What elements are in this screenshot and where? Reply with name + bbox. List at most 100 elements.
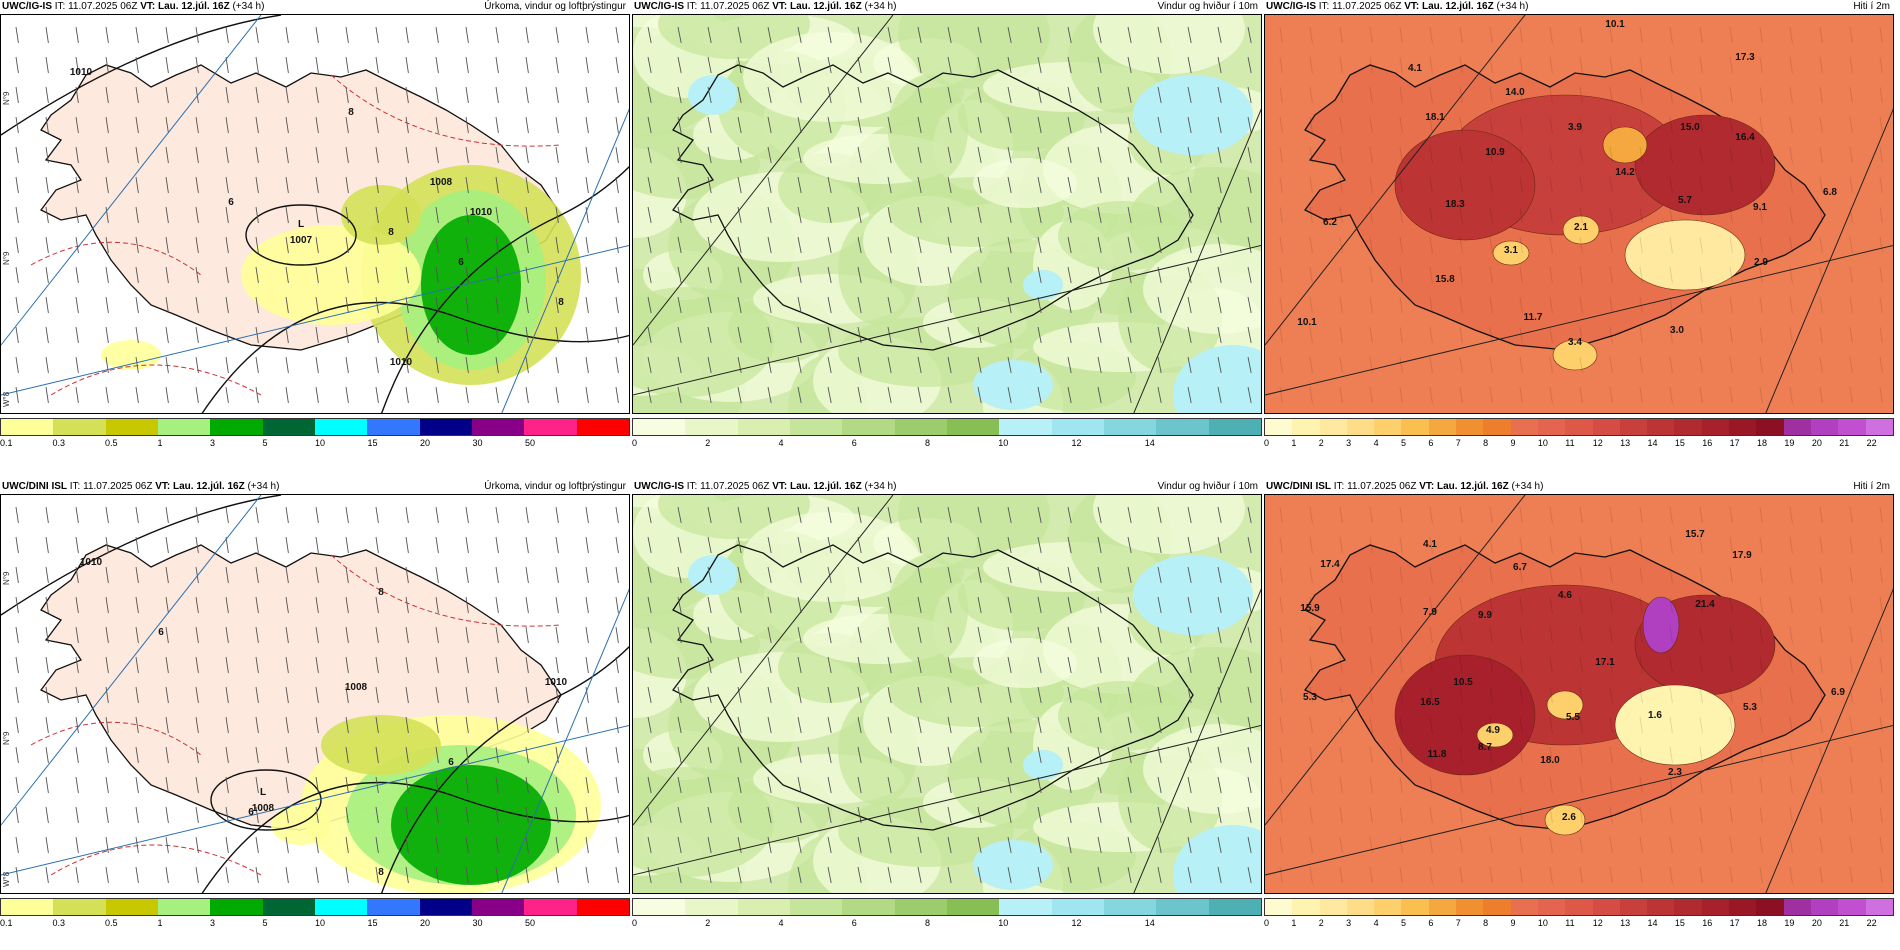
wind-barb	[1519, 716, 1523, 734]
wind-arrow	[1217, 746, 1222, 764]
wind-barb	[525, 686, 529, 704]
wind-arrow	[917, 86, 922, 104]
wind-arrow	[767, 26, 772, 44]
map-area[interactable]: L 1008 1010 1008 1010 8 6 6 6 8 N°9 N°9 W°8	[0, 494, 630, 894]
map-area[interactable]	[632, 14, 1262, 414]
wind-barb	[75, 266, 79, 284]
wind-arrow	[1127, 356, 1132, 374]
wind-barb	[495, 236, 499, 254]
wind-barb	[435, 206, 439, 224]
wind-arrow	[1217, 596, 1222, 614]
wind-arrow	[857, 56, 862, 74]
wind-barb	[1849, 356, 1853, 374]
wind-barb	[1759, 26, 1763, 44]
wind-barb	[165, 386, 169, 404]
wind-arrow	[857, 296, 862, 314]
wind-barb	[315, 806, 319, 824]
wind-barb	[255, 686, 259, 704]
wind-barb	[615, 296, 619, 314]
wind-barb	[1609, 566, 1613, 584]
wind-arrow	[767, 176, 772, 194]
wind-barb	[1369, 26, 1373, 44]
wind-arrow	[797, 296, 802, 314]
wind-arrow	[887, 536, 892, 554]
wind-barb	[1579, 386, 1583, 404]
wind-barb	[1279, 806, 1283, 824]
colorbar-tick-label: 13	[1620, 918, 1631, 928]
wind-barb	[1489, 866, 1493, 884]
wind-barb	[1489, 146, 1493, 164]
wind-barb	[105, 866, 109, 884]
colorbar-segment	[1374, 899, 1402, 915]
wind-barb	[1459, 296, 1463, 314]
wind-barb	[1519, 386, 1523, 404]
wind-barb	[1399, 866, 1403, 884]
wind-arrow	[1127, 26, 1132, 44]
wind-arrow	[1037, 386, 1042, 404]
panel-title: UWC/IG-IS IT: 11.07.2025 06Z VT: Lau. 12…	[632, 480, 1262, 494]
wind-barb	[1399, 746, 1403, 764]
temperature-value-label: 3.0	[1670, 325, 1684, 336]
wind-arrow	[827, 656, 832, 674]
wind-barb	[1759, 716, 1763, 734]
wind-arrow	[857, 506, 862, 524]
wind-arrow	[1247, 596, 1252, 614]
field-name: Úrkoma, vindur og loftþrýstingur	[484, 1, 626, 12]
wind-arrow	[887, 266, 892, 284]
wind-arrow	[1157, 836, 1162, 854]
wind-arrow	[1247, 26, 1252, 44]
map-area[interactable]: 15.7 4.1 17.9 17.4 6.7 4.6 15.9 7.9 9.9 21.4 17.1 1…	[1264, 494, 1894, 894]
wind-arrow	[797, 116, 802, 134]
wind-barb	[1549, 566, 1553, 584]
wind-barb	[1729, 326, 1733, 344]
wind-barb	[135, 716, 139, 734]
wind-barb	[15, 596, 19, 614]
map-area[interactable]: 10.1 17.3 4.1 14.0 18.1 10.9 3.9 15.0 16.4 14.2 18…	[1264, 14, 1894, 414]
wind-barb	[1639, 566, 1643, 584]
wind-barb	[105, 296, 109, 314]
wind-barb	[1339, 746, 1343, 764]
wind-barb	[1819, 566, 1823, 584]
wind-arrow	[827, 356, 832, 374]
colorbar-segment	[1265, 899, 1293, 915]
wind-barb	[1669, 386, 1673, 404]
wind-arrow	[977, 626, 982, 644]
wind-barb	[1579, 776, 1583, 794]
wind-barb	[1279, 596, 1283, 614]
wind-barb	[1429, 836, 1433, 854]
wind-barb	[105, 836, 109, 854]
wind-arrow	[1127, 626, 1132, 644]
panel-run-info: UWC/DINI ISL IT: 11.07.2025 06Z VT: Lau.…	[1266, 480, 1543, 494]
wind-barb	[1729, 56, 1733, 74]
wind-barb	[345, 536, 349, 554]
wind-arrow	[1007, 356, 1012, 374]
wind-barb	[1609, 56, 1613, 74]
wind-barb	[225, 656, 229, 674]
wind-arrow	[737, 356, 742, 374]
wind-barb	[465, 326, 469, 344]
wind-arrow	[857, 176, 862, 194]
wind-barb	[165, 626, 169, 644]
wind-barb	[255, 596, 259, 614]
wind-barb	[495, 566, 499, 584]
wind-barb	[315, 656, 319, 674]
wind-barb	[1369, 176, 1373, 194]
wind-arrow	[857, 626, 862, 644]
wind-arrow	[1187, 176, 1192, 194]
wind-barb	[45, 536, 49, 554]
map-area[interactable]	[632, 494, 1262, 894]
colorbar-tick-label: 4	[778, 918, 784, 928]
wind-barb	[1579, 566, 1583, 584]
wind-barb	[195, 386, 199, 404]
wind-arrow	[797, 26, 802, 44]
wind-barb	[1879, 56, 1883, 74]
wind-arrow	[737, 566, 742, 584]
map-area[interactable]: L 1007 1010 1008 1010 1010 6 8 8 8 6 N°9 N°9 W°8	[0, 14, 630, 414]
wind-arrow	[737, 116, 742, 134]
wind-barb	[165, 86, 169, 104]
temperature-value-label: 1.6	[1648, 710, 1662, 721]
wind-barb	[1489, 716, 1493, 734]
wind-barb	[585, 746, 589, 764]
temperature-area	[1602, 126, 1648, 164]
wind-arrow	[1127, 716, 1132, 734]
